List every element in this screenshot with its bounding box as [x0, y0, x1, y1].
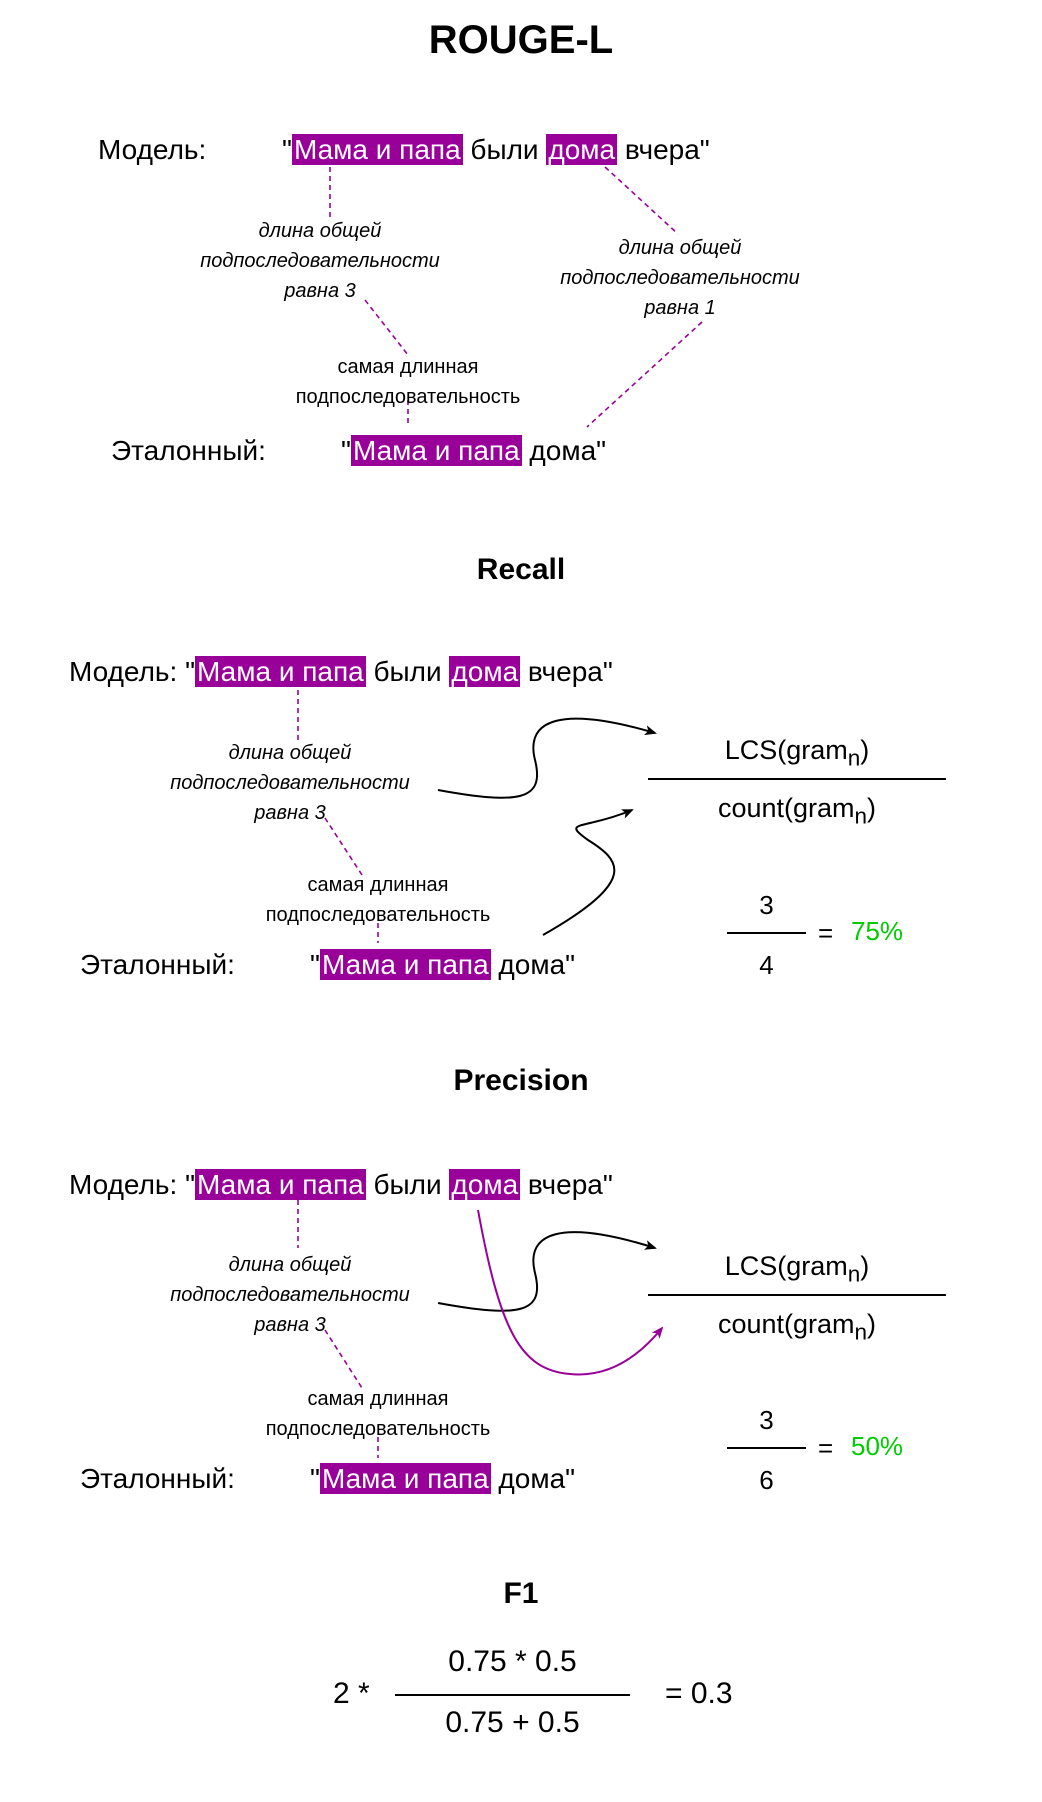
precision-dash-mid [324, 1329, 363, 1389]
recall-arrow-to-denominator [542, 809, 634, 936]
precision-longest-label: самая длинная подпоследовательность [265, 1388, 491, 1440]
overview-note-right: длина общей подпоследовательности равна … [560, 237, 800, 319]
highlight-match: Мама и папа [319, 949, 491, 980]
highlight-match: Мама и папа [195, 656, 366, 687]
highlight-match: дома [546, 134, 618, 165]
recall-reference-sentence: "Мама и папа дома" [310, 949, 576, 980]
overview-model-label: Модель: [98, 134, 207, 165]
f1-heading: F1 [503, 1577, 539, 1610]
recall-longest-label: самая длинная подпоследовательность [265, 874, 491, 926]
recall-arrow-to-numerator [437, 717, 657, 799]
recall-note: длина общей подпоследовательности равна … [170, 742, 410, 824]
precision-note: длина общей подпоследовательности равна … [170, 1254, 410, 1336]
precision-calc-denominator: 6 [759, 1465, 774, 1495]
precision-reference-label: Эталонный: [80, 1463, 235, 1494]
precision-heading: Precision [453, 1064, 589, 1097]
recall-formula-numerator: LCS(gramn) [724, 735, 870, 771]
precision-formula-denominator: count(gramn) [717, 1309, 877, 1345]
overview-dash-right-top [604, 166, 679, 235]
highlight-match: Мама и папа [350, 435, 522, 466]
precision-calc-result: 50% [851, 1431, 904, 1461]
precision-arrow-to-numerator [437, 1231, 657, 1312]
recall-reference-label: Эталонный: [80, 949, 235, 980]
recall-model-row: Модель: "Мама и папа были дома вчера" [69, 656, 613, 687]
recall-heading: Recall [476, 553, 566, 586]
precision-model-row: Модель: "Мама и папа были дома вчера" [69, 1169, 613, 1200]
precision-formula-numerator: LCS(gramn) [724, 1251, 870, 1287]
f1-denominator: 0.75 + 0.5 [445, 1706, 580, 1739]
overview-reference-label: Эталонный: [111, 435, 266, 466]
f1-result: = 0.3 [665, 1677, 733, 1710]
precision-calc-equals: = [818, 1433, 834, 1463]
precision-arrow-to-denominator [477, 1209, 664, 1376]
recall-formula-denominator: count(gramn) [717, 793, 877, 829]
page-title: ROUGE-L [428, 18, 614, 62]
recall-calc-numerator: 3 [759, 890, 774, 920]
f1-prefix: 2 * [333, 1677, 370, 1710]
highlight-match: дома [449, 1169, 521, 1200]
overview-reference-sentence: "Мама и папа дома" [341, 435, 607, 466]
highlight-match: Мама и папа [291, 134, 463, 165]
overview-note-left: длина общей подпоследовательности равна … [200, 220, 440, 302]
recall-calc-equals: = [818, 918, 834, 948]
precision-calc-numerator: 3 [759, 1405, 774, 1435]
highlight-match: Мама и папа [319, 1463, 491, 1494]
precision-reference-sentence: "Мама и папа дома" [310, 1463, 576, 1494]
overview-dash-left-mid [364, 299, 409, 356]
overview-model-sentence: "Мама и папа были дома вчера" [282, 134, 710, 165]
recall-calc-denominator: 4 [759, 950, 774, 980]
f1-numerator: 0.75 * 0.5 [448, 1645, 577, 1678]
overview-dash-right-bottom [586, 321, 703, 428]
recall-calc-result: 75% [851, 916, 904, 946]
highlight-match: Мама и папа [195, 1169, 366, 1200]
recall-dash-mid [324, 817, 363, 876]
highlight-match: дома [449, 656, 521, 687]
overview-longest-label: самая длинная подпоследовательность [295, 356, 521, 408]
